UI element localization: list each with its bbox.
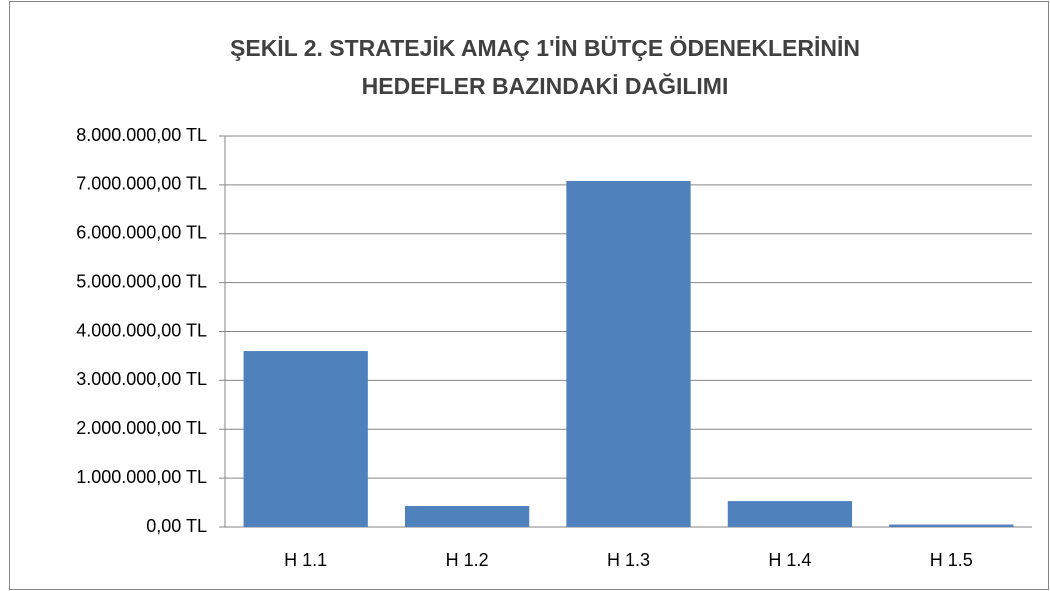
bar <box>404 505 530 527</box>
bar <box>243 351 368 527</box>
y-tick-label: 8.000.000,00 TL <box>76 125 207 145</box>
y-tick-label: 6.000.000,00 TL <box>76 223 207 243</box>
x-tick-label: H 1.1 <box>284 550 327 570</box>
chart-title: ŞEKİL 2. STRATEJİK AMAÇ 1'İN BÜTÇE ÖDENE… <box>230 35 860 61</box>
y-tick-label: 7.000.000,00 TL <box>76 174 207 194</box>
x-tick-label: H 1.4 <box>768 550 811 570</box>
x-tick-label: H 1.5 <box>930 550 973 570</box>
y-tick-label: 1.000.000,00 TL <box>76 467 207 487</box>
x-tick-label: H 1.2 <box>446 550 489 570</box>
y-tick-label: 5.000.000,00 TL <box>76 271 207 291</box>
bar <box>566 180 691 527</box>
x-tick-label: H 1.3 <box>607 550 650 570</box>
y-tick-label: 0,00 TL <box>146 516 207 536</box>
bar <box>889 524 1014 527</box>
bar <box>727 501 853 527</box>
chart-title: HEDEFLER BAZINDAKİ DAĞILIMI <box>362 72 729 99</box>
chart-frame <box>9 1 1049 590</box>
y-tick-label: 4.000.000,00 TL <box>76 320 207 340</box>
y-tick-label: 2.000.000,00 TL <box>76 418 207 438</box>
y-tick-label: 3.000.000,00 TL <box>76 369 207 389</box>
